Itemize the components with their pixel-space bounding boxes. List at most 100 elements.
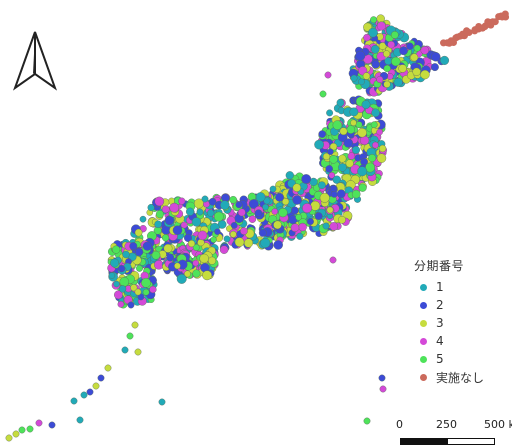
map-point	[285, 171, 294, 180]
map-point	[248, 215, 257, 223]
map-point	[262, 203, 269, 211]
map-point	[329, 185, 337, 192]
legend-item-4: 4	[414, 332, 484, 350]
map-point	[254, 209, 263, 217]
map-point	[255, 192, 266, 202]
map-point	[362, 72, 371, 80]
map-point	[269, 185, 277, 193]
map-point	[119, 276, 130, 287]
legend-item-2: 2	[414, 296, 484, 314]
legend-label: 1	[436, 280, 444, 294]
north-arrow-icon	[13, 31, 57, 91]
map-point	[399, 46, 408, 56]
map-point	[383, 50, 391, 58]
map-point	[351, 189, 361, 199]
scale-label-250: 250	[436, 418, 457, 431]
map-point	[370, 45, 380, 54]
map-point	[234, 237, 245, 247]
map-point	[357, 127, 367, 138]
map-point	[164, 215, 175, 226]
map-point	[292, 183, 302, 192]
map-point	[393, 77, 403, 87]
map-point	[387, 40, 395, 49]
map-point	[174, 262, 181, 270]
map-point	[26, 425, 34, 433]
map-point	[155, 210, 164, 219]
legend-item-3: 3	[414, 314, 484, 332]
map-point	[176, 273, 187, 284]
map-point	[368, 27, 378, 38]
map-point	[121, 346, 129, 354]
map-point	[196, 208, 204, 216]
map-point	[502, 13, 510, 21]
map-point	[301, 174, 312, 184]
map-point	[439, 55, 450, 65]
map-point	[376, 128, 383, 136]
map-point	[336, 98, 345, 107]
map-point	[235, 201, 243, 209]
map-point	[302, 203, 313, 214]
map-point	[363, 33, 371, 42]
map-point	[339, 127, 348, 136]
map-point	[220, 200, 230, 210]
map-point	[117, 300, 125, 308]
scale-label-0: 0	[396, 418, 403, 431]
map-point	[197, 230, 208, 241]
map-point	[398, 64, 407, 73]
map-point	[240, 227, 248, 235]
map-point	[295, 213, 302, 221]
map-point	[329, 222, 339, 231]
map-point	[183, 233, 193, 242]
map-point	[202, 270, 212, 281]
map-point	[290, 206, 299, 215]
map-point	[275, 192, 285, 202]
map-point	[135, 247, 144, 257]
map-point	[35, 419, 43, 427]
map-point	[325, 165, 333, 173]
map-point	[410, 53, 419, 62]
map-point	[162, 234, 170, 242]
map-point	[330, 190, 338, 198]
map-point	[329, 256, 337, 264]
map-point	[142, 288, 150, 296]
map-point	[136, 264, 143, 272]
map-point	[383, 64, 391, 73]
map-point	[371, 108, 380, 118]
map-point	[378, 374, 386, 382]
map-point	[306, 218, 314, 225]
map-point	[112, 245, 121, 254]
map-point	[338, 163, 347, 172]
legend-swatch	[420, 301, 427, 309]
map-point	[391, 56, 401, 67]
map-point	[178, 197, 186, 205]
map-point	[186, 207, 195, 216]
map-point	[420, 69, 430, 80]
map-point	[326, 109, 334, 117]
map-point	[318, 130, 327, 138]
map-point	[358, 183, 367, 192]
map-point	[383, 80, 391, 88]
map-point	[118, 265, 126, 273]
map-point	[169, 202, 180, 213]
map-point	[390, 31, 399, 39]
map-point	[343, 138, 353, 148]
map-point	[154, 220, 162, 229]
map-point	[122, 250, 130, 259]
legend-swatch	[420, 337, 427, 345]
map-point	[370, 121, 378, 129]
map-point	[326, 206, 334, 214]
map-point	[332, 120, 343, 130]
legend-label: 実施なし	[436, 370, 485, 385]
map-point	[338, 215, 346, 224]
map-point	[5, 434, 13, 442]
map-point	[208, 197, 217, 206]
map-point	[420, 46, 430, 55]
map-point	[214, 228, 221, 235]
map-point	[319, 90, 327, 98]
map-point	[223, 235, 231, 243]
map-point	[110, 258, 120, 268]
map-point	[229, 195, 238, 204]
map-point	[296, 232, 304, 240]
map-point	[290, 223, 300, 232]
map-point	[282, 198, 290, 206]
